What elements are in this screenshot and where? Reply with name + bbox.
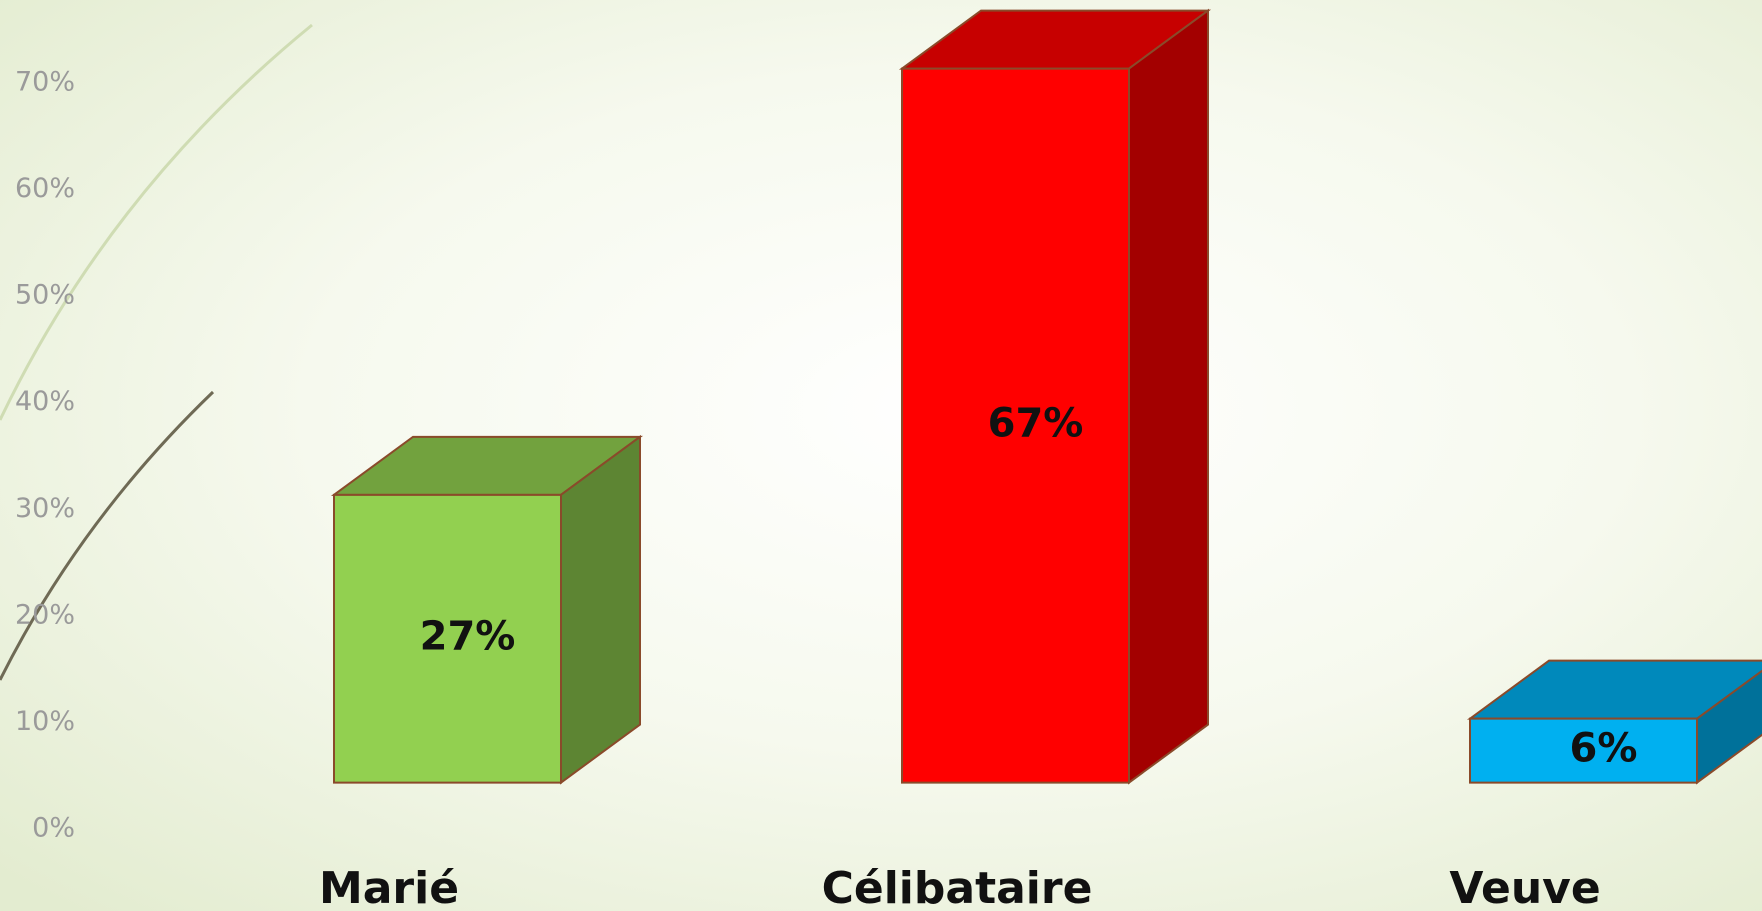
x-tick-label: Veuve	[1449, 863, 1600, 911]
x-tick-label: Célibataire	[822, 863, 1093, 911]
x-tick-label: Marié	[319, 863, 459, 911]
y-tick-label: 20%	[15, 599, 75, 630]
bar-front	[333, 493, 562, 784]
bar	[1466, 659, 1762, 785]
value-label: 6%	[1570, 726, 1638, 772]
bar	[898, 8, 1212, 785]
bar-front	[1469, 717, 1698, 784]
y-tick-label: 70%	[15, 67, 75, 98]
value-label: 27%	[420, 614, 516, 660]
y-tick-label: 10%	[15, 706, 75, 737]
bar-side	[560, 434, 641, 785]
decor-curve	[0, 390, 215, 681]
bar-side	[1128, 8, 1209, 785]
decor-curve	[0, 23, 313, 421]
bar-front	[901, 67, 1130, 784]
y-tick-label: 60%	[15, 173, 75, 204]
value-label: 67%	[988, 401, 1084, 447]
bar	[330, 434, 644, 785]
y-tick-label: 0%	[32, 813, 75, 844]
y-tick-label: 50%	[15, 280, 75, 311]
y-tick-label: 40%	[15, 386, 75, 417]
y-tick-label: 30%	[15, 493, 75, 524]
